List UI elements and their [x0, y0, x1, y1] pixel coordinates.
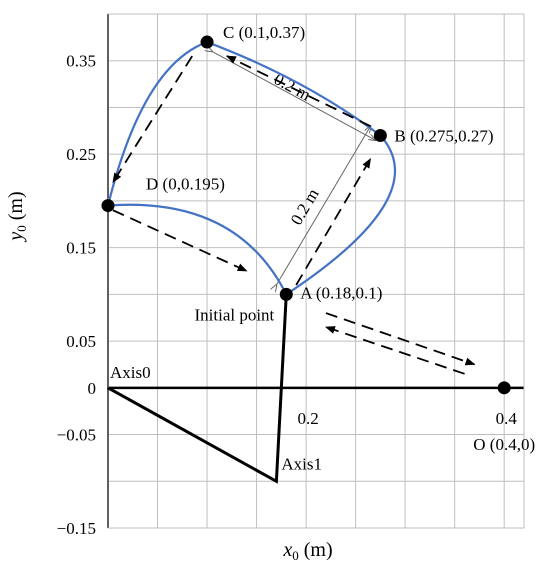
robot-arm: Axis0 Axis1: [107, 294, 322, 484]
x-tick-label: 0.2: [297, 409, 318, 428]
plot-frame: [107, 13, 525, 529]
y-tick-label: 0.25: [66, 145, 96, 164]
y-axis-title-sub: 0: [14, 225, 29, 232]
axis0-label: Axis0: [110, 363, 151, 382]
y-tick-labels: 0.35 0.25 0.15 0.05 0 −0.05 −0.15: [57, 52, 96, 538]
x-axis-title-sub: 0: [292, 548, 299, 563]
y-tick-label: −0.05: [57, 426, 96, 445]
y-axis-title-unit: (m): [5, 191, 27, 225]
point-c-label: C (0.1,0.37): [223, 23, 305, 42]
initial-point-label: Initial point: [194, 305, 274, 324]
x-axis-title-main: x: [282, 539, 292, 561]
dashed-arrows: [112, 55, 476, 375]
point-b-label: B (0.275,0.27): [394, 126, 493, 145]
dashed-arrow: [325, 312, 476, 366]
x-tick-label: 0.4: [496, 409, 518, 428]
y-tick-label: 0.35: [66, 52, 96, 71]
x-tick-labels: 0.2 0.4: [297, 409, 517, 428]
y-tick-label: −0.15: [57, 519, 96, 538]
point-a-label: A (0.18,0.1): [300, 283, 382, 302]
point-c-marker: [200, 35, 214, 49]
y-axis-title-main: y: [5, 232, 27, 243]
arm-links: [107, 294, 288, 484]
dashed-arrow: [295, 157, 372, 286]
point-d-label: D (0,0.195): [146, 175, 225, 194]
y-tick-label: 0: [88, 379, 97, 398]
workspace-curve: [106, 41, 397, 296]
y-tick-label: 0.15: [66, 239, 96, 258]
dashed-arrow: [112, 55, 193, 184]
dashed-arrow: [324, 326, 465, 375]
dashed-arrow: [225, 55, 371, 127]
dashed-arrow: [112, 209, 248, 272]
axis1-label: Axis1: [281, 454, 322, 473]
y-axis-title: y0 (m): [5, 191, 29, 242]
point-labels: A (0.18,0.1) B (0.275,0.27) C (0.1,0.37) D …: [146, 23, 535, 454]
dimension-line: [276, 126, 370, 285]
x-axis-title: x0 (m): [282, 539, 332, 563]
plot-border: [107, 13, 525, 529]
workspace-curve-segment: [107, 203, 288, 295]
dimension-label: 0.2 m: [287, 185, 323, 228]
x-axis-title-unit: (m): [299, 539, 333, 561]
point-b-marker: [373, 128, 387, 142]
point-o-marker: [497, 381, 511, 395]
dimension-lines: 0.2 m 0.2 m: [212, 51, 375, 285]
point-a-marker: [279, 287, 293, 301]
point-o-label: O (0.4,0): [473, 435, 535, 454]
y-tick-label: 0.05: [66, 332, 96, 351]
dimension-label: 0.2 m: [271, 69, 314, 104]
point-d-marker: [101, 199, 115, 213]
points: [101, 35, 511, 395]
workspace-curve-segment: [285, 134, 397, 296]
dimension-line: [212, 51, 375, 140]
